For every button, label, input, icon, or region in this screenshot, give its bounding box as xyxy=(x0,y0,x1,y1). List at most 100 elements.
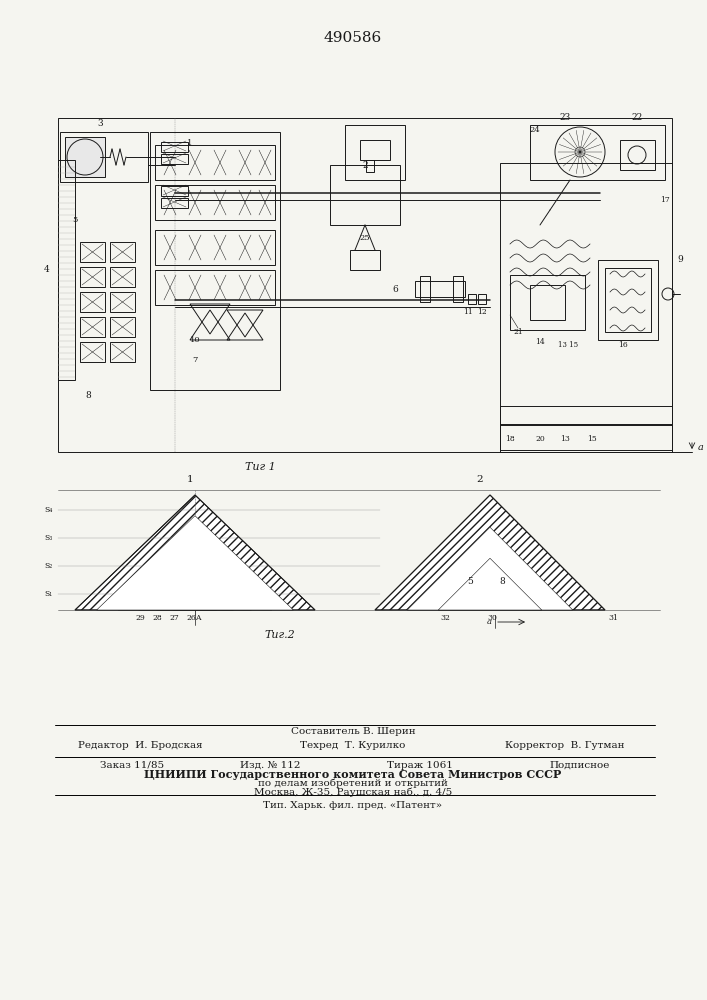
Text: Τиг 1: Τиг 1 xyxy=(245,462,275,472)
Text: 4: 4 xyxy=(45,265,50,274)
Bar xyxy=(80,342,105,362)
Text: Тираж 1061: Тираж 1061 xyxy=(387,760,453,770)
Bar xyxy=(620,140,655,170)
Text: 1: 1 xyxy=(187,476,193,485)
Text: A: A xyxy=(195,614,201,622)
Text: 10: 10 xyxy=(189,336,200,344)
Text: Τиг.2: Τиг.2 xyxy=(264,630,296,640)
Text: ЦНИИПИ Государственного комитета Совета Министров СССР: ЦНИИПИ Государственного комитета Совета … xyxy=(144,768,561,780)
Text: Редактор  И. Бродская: Редактор И. Бродская xyxy=(78,740,202,750)
Text: 20: 20 xyxy=(535,435,545,443)
Bar xyxy=(110,317,135,337)
Text: 27: 27 xyxy=(169,614,179,622)
Text: 14: 14 xyxy=(535,338,545,346)
Text: Заказ 11/85: Заказ 11/85 xyxy=(100,760,164,770)
Text: Корректор  В. Гутман: Корректор В. Гутман xyxy=(506,740,625,750)
Polygon shape xyxy=(75,495,315,610)
Text: 13 15: 13 15 xyxy=(558,341,578,349)
Bar xyxy=(80,242,105,262)
Polygon shape xyxy=(375,495,605,610)
Bar xyxy=(530,125,665,180)
Bar xyxy=(530,285,565,320)
Bar xyxy=(155,185,275,220)
Text: Изд. № 112: Изд. № 112 xyxy=(240,760,300,770)
Text: a: a xyxy=(698,444,704,452)
Bar xyxy=(510,275,585,330)
Text: 22: 22 xyxy=(631,113,643,122)
Bar xyxy=(161,198,188,208)
Text: 18: 18 xyxy=(505,435,515,443)
Bar xyxy=(345,125,405,180)
Bar xyxy=(500,425,672,450)
Text: 15: 15 xyxy=(587,435,597,443)
Bar xyxy=(155,145,275,180)
Polygon shape xyxy=(407,527,573,610)
Bar xyxy=(110,242,135,262)
Text: 8: 8 xyxy=(499,578,505,586)
Bar xyxy=(350,250,380,270)
Polygon shape xyxy=(173,589,216,610)
Bar xyxy=(598,260,658,340)
Text: 3: 3 xyxy=(97,119,103,128)
Bar xyxy=(58,160,75,380)
Text: 32: 32 xyxy=(440,614,450,622)
Text: 12: 12 xyxy=(477,308,487,316)
Polygon shape xyxy=(139,556,252,610)
Bar xyxy=(415,281,465,297)
Text: Тип. Харьк. фил. пред. «Патент»: Тип. Харьк. фил. пред. «Патент» xyxy=(264,800,443,810)
Text: S₁: S₁ xyxy=(45,590,53,598)
Text: 31: 31 xyxy=(608,614,618,622)
Text: 25: 25 xyxy=(360,234,370,242)
Bar xyxy=(58,118,672,452)
Text: 11: 11 xyxy=(463,308,473,316)
Bar xyxy=(60,132,148,182)
Bar xyxy=(150,132,280,390)
Bar xyxy=(366,160,374,172)
Text: 7: 7 xyxy=(192,356,198,364)
Text: 16: 16 xyxy=(618,341,628,349)
Text: S₄: S₄ xyxy=(45,506,53,514)
Bar xyxy=(161,142,188,152)
Bar xyxy=(453,276,463,302)
Bar xyxy=(420,276,430,302)
Bar xyxy=(468,294,476,304)
Polygon shape xyxy=(438,558,542,610)
Text: 5: 5 xyxy=(467,578,473,586)
Bar xyxy=(500,163,672,452)
Bar xyxy=(65,137,105,177)
Text: Составитель В. Шерин: Составитель В. Шерин xyxy=(291,728,415,736)
Text: 26: 26 xyxy=(186,614,196,622)
Bar xyxy=(161,154,188,164)
Bar xyxy=(161,186,188,196)
Text: Техред  Т. Курилко: Техред Т. Курилко xyxy=(300,740,406,750)
Bar xyxy=(110,292,135,312)
Polygon shape xyxy=(156,573,233,610)
Bar xyxy=(110,342,135,362)
Text: 17: 17 xyxy=(660,196,670,204)
Bar xyxy=(605,268,651,332)
Text: a: a xyxy=(487,618,492,626)
Text: 24: 24 xyxy=(530,126,540,134)
Text: S₃: S₃ xyxy=(45,534,53,542)
Text: 28: 28 xyxy=(152,614,162,622)
Text: S₂: S₂ xyxy=(45,562,53,570)
Bar xyxy=(155,270,275,305)
Bar xyxy=(500,406,672,424)
Bar xyxy=(330,165,400,225)
Bar xyxy=(360,140,390,160)
Text: 6: 6 xyxy=(392,286,398,294)
Text: по делам изобретений и открытий: по делам изобретений и открытий xyxy=(258,778,448,788)
Text: 30: 30 xyxy=(487,614,497,622)
Text: Москва, Ж-35, Раушская наб., д. 4/5: Москва, Ж-35, Раушская наб., д. 4/5 xyxy=(254,787,452,797)
Bar xyxy=(80,267,105,287)
Text: 13: 13 xyxy=(560,435,570,443)
Bar xyxy=(478,294,486,304)
Text: 29: 29 xyxy=(135,614,145,622)
Text: 490586: 490586 xyxy=(324,31,382,45)
Bar xyxy=(155,230,275,265)
Polygon shape xyxy=(97,516,293,610)
Text: 1: 1 xyxy=(187,139,193,147)
Bar xyxy=(110,267,135,287)
Text: 21: 21 xyxy=(513,328,523,336)
Text: 8: 8 xyxy=(85,390,91,399)
